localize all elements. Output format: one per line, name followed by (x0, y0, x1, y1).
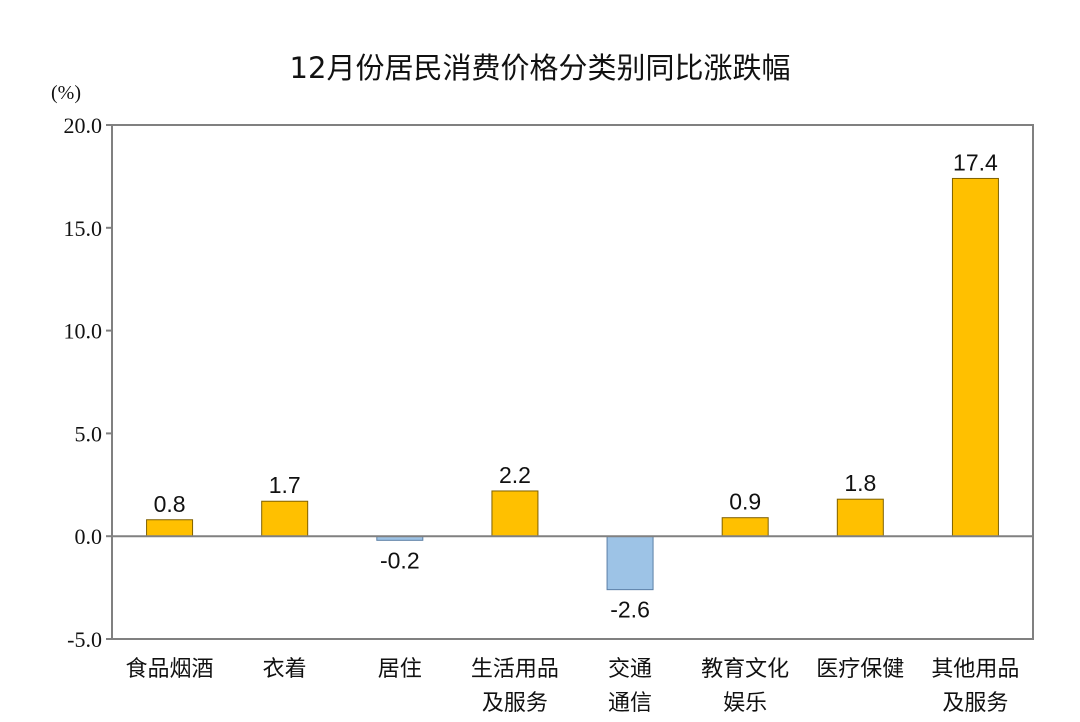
y-tick-label: -5.0 (67, 627, 102, 652)
bar (261, 500, 309, 537)
bar (146, 519, 194, 537)
y-tick-label: 5.0 (75, 421, 103, 446)
x-tick-label: 食品烟酒 (126, 657, 214, 682)
x-tick-label: 通信 (608, 691, 652, 716)
bar (491, 490, 539, 537)
x-tick-label: 交通 (608, 657, 652, 682)
y-tick-label: 0.0 (75, 524, 103, 549)
x-tick-label: 衣着 (263, 657, 307, 682)
x-tick-label: 医疗保健 (816, 657, 904, 682)
data-label: 17.4 (953, 149, 998, 175)
data-label: 0.9 (729, 489, 761, 515)
data-labels: 0.8 1.7 -0.2 2.2 -2.6 0.9 1.8 17.4 (154, 149, 998, 622)
bar (951, 177, 999, 537)
bars (146, 177, 999, 591)
bar (606, 535, 654, 591)
data-label: -2.6 (610, 597, 650, 623)
y-unit-label: (%) (51, 82, 81, 104)
x-tick-label: 及服务 (482, 691, 548, 716)
x-tick-label: 生活用品 (471, 657, 559, 682)
x-tick-label: 及服务 (942, 691, 1008, 716)
chart-title: 12月份居民消费价格分类别同比涨跌幅 (290, 51, 791, 85)
bar (721, 517, 769, 537)
plot-frame (111, 124, 1034, 640)
data-label: 1.8 (844, 470, 876, 496)
x-tick-label: 其他用品 (931, 657, 1019, 682)
data-label: 0.8 (154, 491, 186, 517)
data-label: 2.2 (499, 462, 531, 488)
bar (836, 498, 884, 537)
data-label: -0.2 (380, 547, 420, 573)
y-tick-label: 15.0 (64, 216, 103, 241)
y-axis-ticks: -5.0 0.0 5.0 10.0 15.0 20.0 (64, 113, 112, 652)
y-tick-label: 10.0 (64, 319, 103, 344)
x-tick-label: 教育文化 (701, 657, 789, 682)
data-label: 1.7 (269, 472, 301, 498)
x-tick-label: 娱乐 (723, 691, 767, 716)
y-tick-label: 20.0 (64, 113, 103, 138)
x-tick-label: 居住 (378, 657, 422, 682)
